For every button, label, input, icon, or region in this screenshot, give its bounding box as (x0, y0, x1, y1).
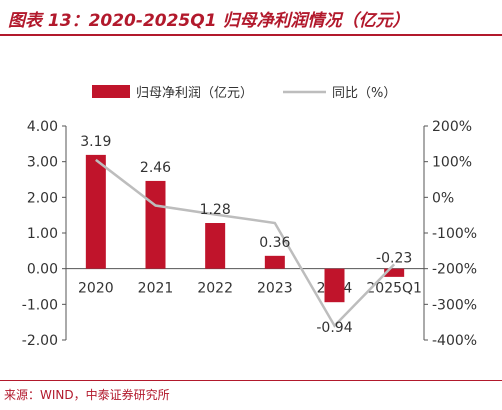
legend-line-label: 同比（%） (332, 86, 396, 101)
left-axis-tick-label: 2.00 (27, 190, 58, 206)
left-axis-tick-label: 0.00 (27, 262, 58, 278)
right-axis-tick-label: 0% (432, 190, 454, 206)
bar-value-label: 3.19 (80, 134, 111, 150)
bar-2020 (85, 154, 106, 269)
bar-value-label: 0.36 (259, 235, 290, 251)
chart: -2.00 -1.00 0.00 1.00 2.00 3.00 4.00 -400% -300%… (22, 85, 477, 349)
right-axis-tick-label: -100% (432, 226, 477, 242)
left-axis-tick-label: 4.00 (27, 119, 58, 135)
title-divider (0, 34, 502, 36)
bar-value-label: -0.94 (316, 320, 352, 336)
bar-value-label: 2.46 (140, 160, 171, 176)
bar-2021 (145, 180, 166, 269)
left-axis-tick-label: 3.00 (27, 155, 58, 171)
left-axis-tick-label: -2.00 (22, 333, 58, 349)
right-axis-tick-label: 200% (432, 119, 472, 135)
right-axis-tick-label: -300% (432, 297, 477, 313)
bar-value-label: 1.28 (200, 202, 231, 218)
category-label: 2025Q1 (366, 281, 422, 297)
bar-2024 (324, 268, 345, 303)
bar-2025Q1 (384, 268, 405, 277)
bar-2022 (205, 223, 226, 269)
legend-bar-label: 归母净利润（亿元） (136, 86, 253, 101)
bar-2023 (264, 255, 285, 269)
category-label: 2020 (78, 281, 114, 297)
left-axis-tick-label: -1.00 (22, 297, 58, 313)
right-axis-tick-label: -400% (432, 333, 477, 349)
right-axis-tick-label: -200% (432, 262, 477, 278)
category-label: 2023 (257, 281, 293, 297)
data-labels: 3.19 2.46 1.28 0.36 -0.94 -0.23 (80, 134, 412, 336)
right-axis-tick-label: 100% (432, 155, 472, 171)
category-label: 2021 (138, 281, 174, 297)
legend: 归母净利润（亿元） 同比（%） (92, 85, 396, 101)
bar-value-label: -0.23 (376, 251, 412, 267)
chart-title: 图表 13：2020-2025Q1 归母净利润情况（亿元） (8, 11, 410, 31)
source-divider (0, 380, 502, 381)
yoy-line (95, 158, 396, 328)
line-series (95, 158, 396, 328)
bar-series (85, 154, 405, 303)
source-note: 来源：WIND，中泰证券研究所 (4, 388, 170, 402)
left-axis-tick-label: 1.00 (27, 226, 58, 242)
category-label: 2022 (197, 281, 233, 297)
legend-bar-swatch (92, 85, 130, 98)
